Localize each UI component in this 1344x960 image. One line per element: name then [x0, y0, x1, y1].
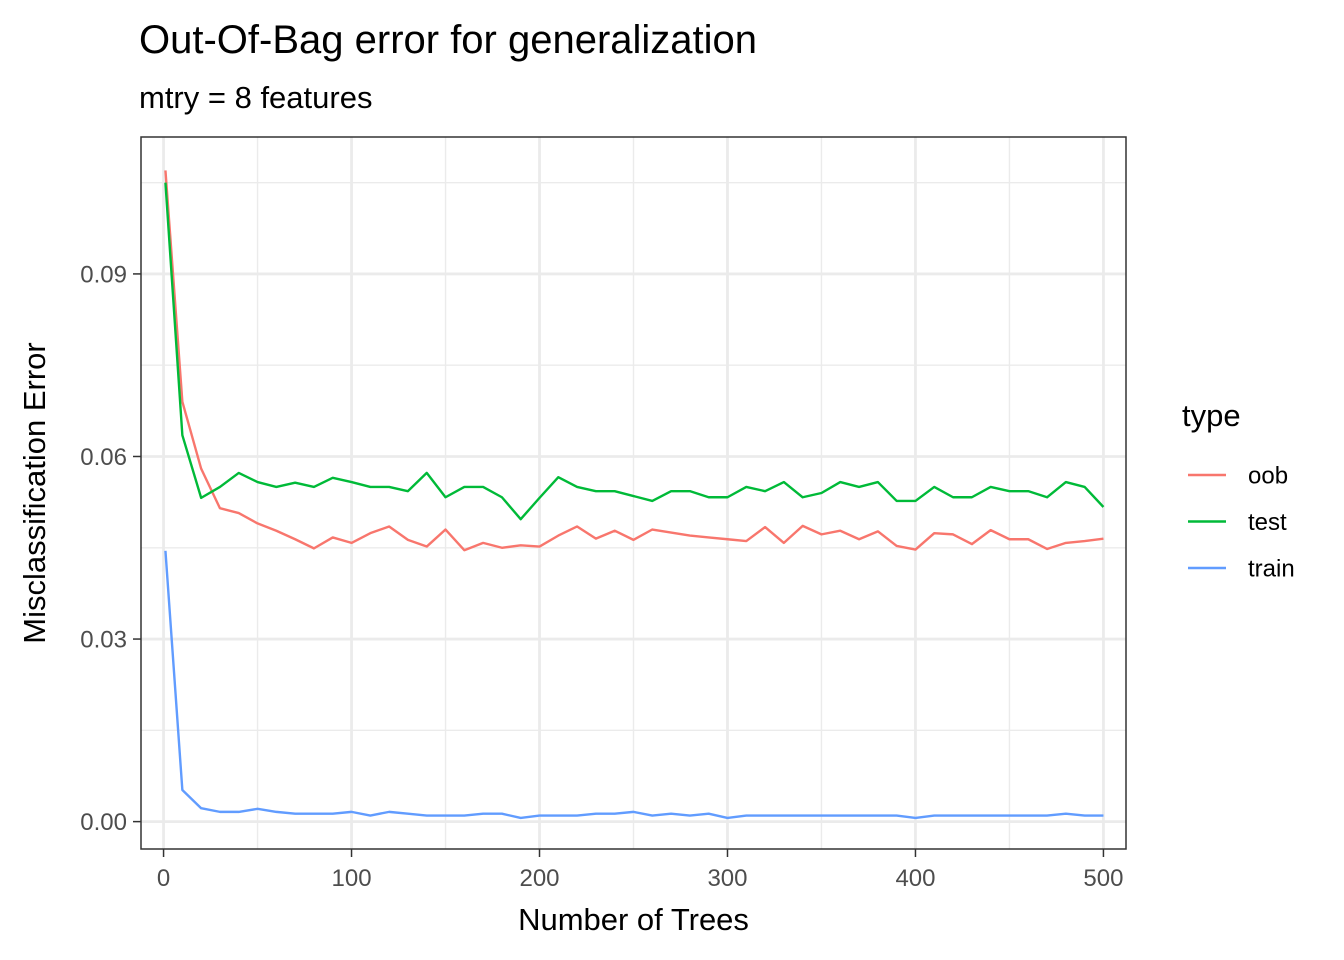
series-line-oob	[164, 170, 1104, 552]
x-tick-label: 0	[157, 865, 170, 892]
legend: type oob test train	[1182, 398, 1295, 583]
legend-label-oob: oob	[1248, 463, 1288, 490]
y-axis-title: Misclassification Error	[17, 342, 52, 643]
chart-title: Out-Of-Bag error for generalization	[139, 18, 757, 62]
x-tick-label: 300	[707, 865, 747, 892]
series-line-train	[164, 550, 1104, 820]
legend-label-train: train	[1248, 556, 1295, 583]
x-axis-title: Number of Trees	[518, 902, 749, 937]
legend-label-test: test	[1248, 509, 1287, 536]
series-line-test	[164, 182, 1105, 521]
x-tick-label: 100	[332, 865, 372, 892]
y-tick-label: 0.09	[80, 261, 127, 288]
y-tick-label: 0.03	[80, 627, 127, 654]
minor-grid-lines	[141, 137, 1126, 849]
major-grid-lines	[141, 137, 1126, 849]
chart-subtitle: mtry = 8 features	[139, 80, 372, 115]
y-tick-label: 0.00	[80, 809, 127, 836]
x-tick-label: 500	[1083, 865, 1123, 892]
x-tick-label: 400	[895, 865, 935, 892]
x-tick-label: 200	[519, 865, 559, 892]
series-lines	[164, 170, 1105, 820]
legend-title: type	[1182, 398, 1241, 433]
x-axis-ticks: 0 100 200 300 400 500	[157, 849, 1123, 892]
plot-panel-border	[140, 136, 1127, 850]
y-tick-label: 0.06	[80, 444, 127, 471]
y-axis-ticks: 0.00 0.03 0.06 0.09	[80, 261, 141, 836]
